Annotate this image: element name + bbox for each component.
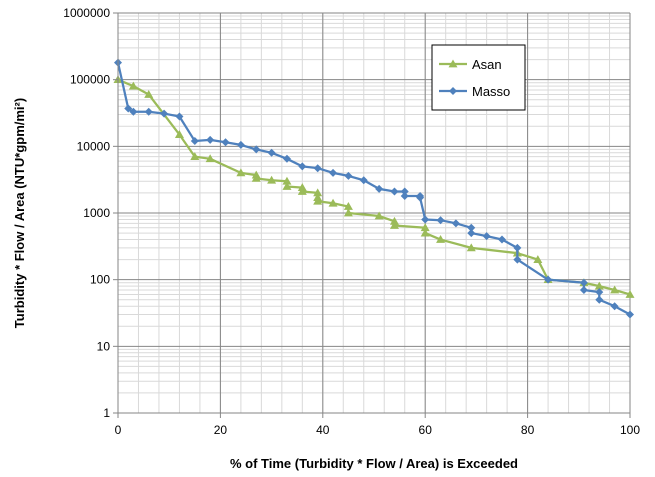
- data-point-asan: [251, 173, 261, 182]
- data-point-masso: [359, 176, 368, 185]
- data-point-masso: [579, 285, 588, 294]
- data-point-masso: [400, 187, 409, 196]
- data-point-masso: [190, 137, 199, 146]
- series-layer: [113, 58, 635, 319]
- data-point-masso: [124, 104, 133, 113]
- x-axis-title: % of Time (Turbidity * Flow / Area) is E…: [230, 456, 518, 471]
- data-point-asan: [128, 81, 138, 90]
- y-tick-label: 10000: [77, 139, 111, 153]
- data-point-asan: [625, 289, 635, 298]
- data-point-asan: [343, 202, 353, 210]
- y-tick-label: 1000: [83, 206, 110, 220]
- data-point-asan: [174, 130, 184, 138]
- data-point-masso: [579, 278, 588, 287]
- data-point-masso: [390, 187, 399, 196]
- data-point-masso: [267, 148, 276, 157]
- data-point-asan: [144, 89, 154, 98]
- data-point-masso: [467, 223, 476, 232]
- legend-items: Asan Masso: [439, 57, 510, 99]
- data-point-asan: [374, 211, 384, 220]
- data-point-asan: [389, 216, 399, 225]
- y-tick-label: 1000000: [63, 6, 110, 20]
- data-point-asan: [282, 176, 292, 185]
- x-tick-label: 0: [115, 423, 122, 437]
- legend-box: [431, 44, 526, 111]
- data-point-masso: [175, 112, 184, 121]
- y-tick-label: 1: [103, 406, 110, 420]
- data-point-asan: [533, 255, 543, 263]
- legend-marker-masso: [449, 87, 457, 95]
- data-point-masso: [421, 215, 430, 224]
- legend-label-asan: Asan: [472, 57, 502, 72]
- data-point-asan: [466, 243, 476, 252]
- data-point-masso: [206, 135, 215, 144]
- y-tick-label: 100: [90, 273, 110, 287]
- data-point-masso: [298, 162, 307, 171]
- x-tick-label: 80: [521, 423, 535, 437]
- data-point-masso: [329, 168, 338, 177]
- data-point-masso: [344, 171, 353, 180]
- data-point-masso: [467, 229, 476, 238]
- data-point-masso: [451, 219, 460, 228]
- series-line-asan: [117, 78, 631, 296]
- data-point-asan: [389, 220, 399, 229]
- data-point-asan: [420, 223, 430, 232]
- data-point-masso: [595, 295, 604, 304]
- x-tick-label: 40: [316, 423, 330, 437]
- data-point-masso: [626, 310, 634, 319]
- data-point-masso: [160, 109, 169, 118]
- data-point-asan: [420, 228, 430, 237]
- data-point-masso: [610, 302, 619, 311]
- data-point-asan: [594, 281, 604, 290]
- data-point-masso: [498, 235, 506, 244]
- x-axis-ticks: 0 20 40 60 80 100: [115, 413, 640, 437]
- x-tick-label: 100: [620, 423, 640, 437]
- data-point-masso: [595, 288, 604, 297]
- data-point-asan: [610, 285, 620, 294]
- data-point-asan: [313, 196, 323, 205]
- data-point-masso: [144, 107, 153, 116]
- data-point-masso: [513, 243, 522, 252]
- data-point-masso: [513, 255, 522, 264]
- data-point-asan: [205, 154, 215, 163]
- data-point-asan: [282, 181, 292, 190]
- legend-marker-asan: [448, 59, 458, 68]
- data-point-asan: [328, 198, 338, 207]
- y-axis-ticks: 1 10 100 1000 10000 100000 1000000: [63, 6, 118, 420]
- data-point-masso: [252, 145, 261, 154]
- data-point-asan: [267, 175, 277, 184]
- series-asan: [113, 75, 635, 298]
- data-point-asan: [297, 187, 307, 195]
- data-point-masso: [129, 107, 138, 116]
- data-point-asan: [343, 208, 353, 217]
- y-tick-label: 10: [97, 339, 111, 353]
- data-point-masso: [313, 164, 322, 173]
- legend: Asan Masso: [431, 44, 526, 111]
- series-line-masso: [116, 62, 631, 316]
- data-point-asan: [313, 188, 323, 197]
- data-point-masso: [544, 275, 553, 284]
- series-masso: [114, 58, 634, 319]
- x-tick-label: 20: [214, 423, 228, 437]
- data-point-asan: [436, 235, 446, 243]
- y-tick-label: 100000: [70, 73, 110, 87]
- y-axis-title: Turbidity * Flow / Area (NTU*gpm/mi²): [12, 98, 27, 328]
- data-point-masso: [416, 193, 425, 202]
- data-point-masso: [221, 138, 230, 147]
- data-point-masso: [236, 140, 245, 149]
- data-point-asan: [190, 152, 200, 161]
- data-point-masso: [436, 216, 445, 225]
- data-point-masso: [282, 154, 291, 163]
- data-point-asan: [236, 168, 246, 177]
- legend-label-masso: Masso: [472, 84, 510, 99]
- data-point-masso: [375, 184, 384, 193]
- data-point-masso: [400, 191, 409, 200]
- x-tick-label: 60: [419, 423, 433, 437]
- data-point-masso: [482, 232, 491, 241]
